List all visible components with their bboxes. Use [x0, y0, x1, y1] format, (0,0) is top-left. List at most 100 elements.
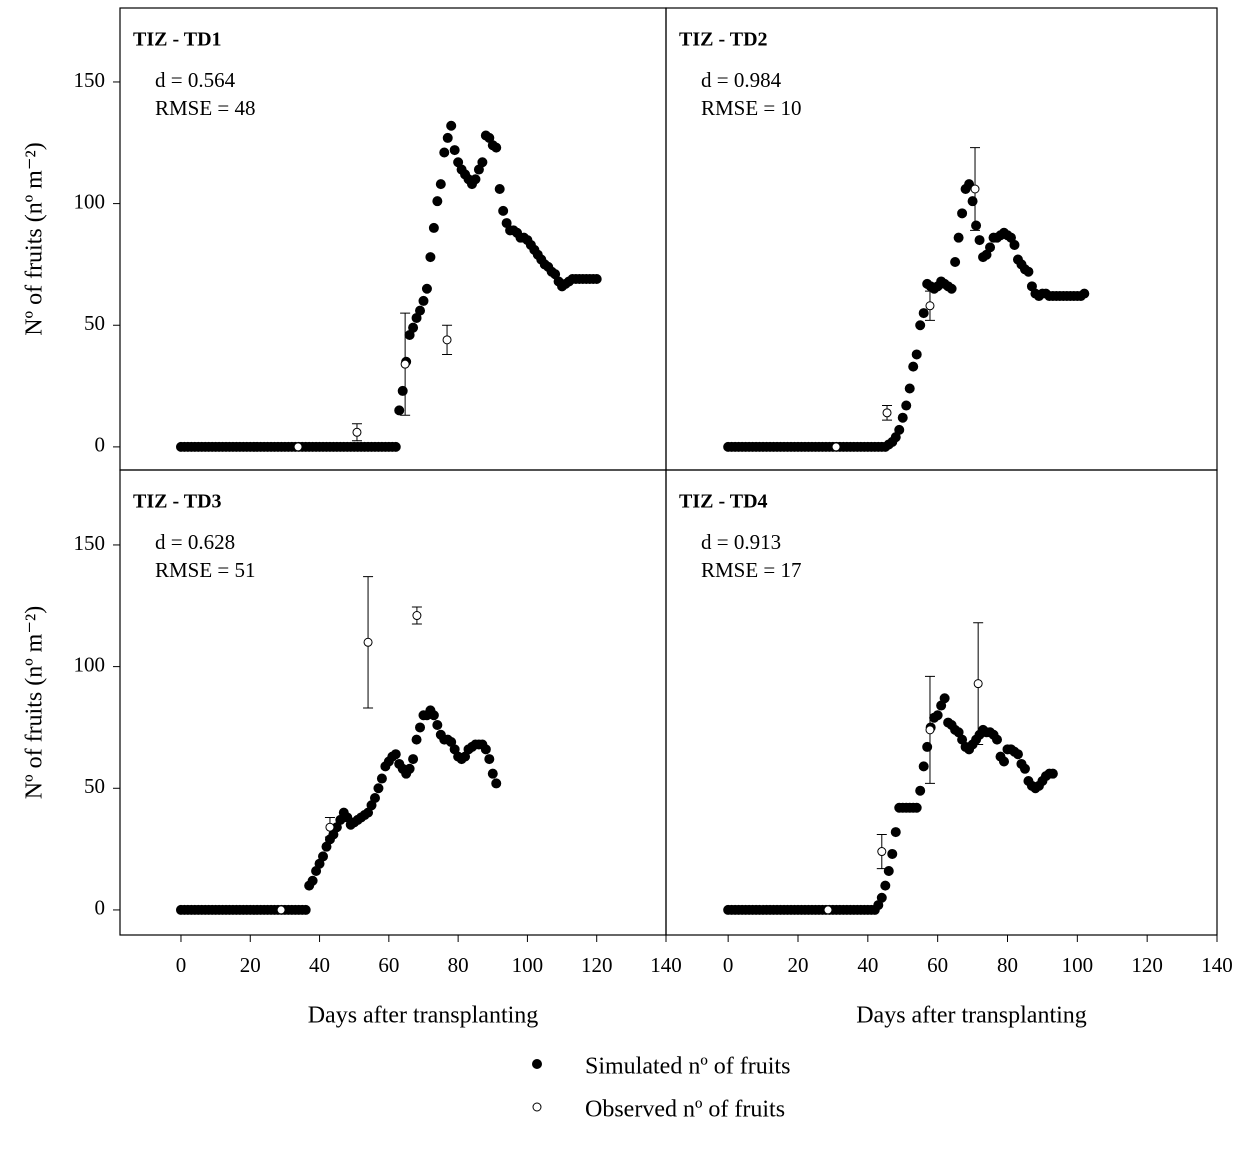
simulated-point: [425, 252, 436, 263]
legend-marker: [532, 1102, 542, 1112]
simulated-point: [911, 802, 922, 813]
simulated-point: [432, 196, 443, 207]
y-tick-label: 100: [74, 652, 106, 676]
simulated-point: [477, 157, 488, 168]
annotation: RMSE = 17: [701, 558, 802, 582]
simulated-point: [428, 710, 439, 721]
x-tick-label: 140: [650, 953, 682, 977]
simulated-point: [946, 283, 957, 294]
annotation: RMSE = 10: [701, 96, 802, 120]
simulated-point: [484, 754, 495, 765]
simulated-point: [985, 242, 996, 253]
simulated-point: [491, 778, 502, 789]
annotation: d = 0.913: [701, 530, 781, 554]
observed-point: [325, 822, 335, 832]
simulated-point: [591, 274, 602, 285]
observed-point: [831, 442, 841, 452]
simulated-point: [411, 734, 422, 745]
simulated-point: [908, 361, 919, 372]
simulated-point: [880, 880, 891, 891]
y-tick-label: 150: [74, 531, 106, 555]
panel-title: TIZ - TD1: [133, 29, 222, 51]
simulated-point: [442, 132, 453, 143]
simulated-point: [373, 783, 384, 794]
simulated-point: [408, 322, 419, 333]
simulated-point: [911, 349, 922, 360]
simulated-point: [449, 145, 460, 156]
simulated-point: [307, 875, 318, 886]
simulated-point: [999, 756, 1010, 767]
y-tick-label: 50: [84, 311, 105, 335]
observed-point: [973, 679, 983, 689]
simulated-point: [435, 179, 446, 190]
x-tick-label: 60: [927, 953, 948, 977]
annotation: RMSE = 48: [155, 96, 256, 120]
simulated-point: [918, 761, 929, 772]
simulated-point: [904, 383, 915, 394]
simulated-point: [890, 827, 901, 838]
simulated-point: [498, 205, 509, 216]
x-tick-label: 120: [1131, 953, 1163, 977]
y-axis-label: Nº of fruits (nº m⁻²): [22, 142, 48, 335]
simulated-point: [915, 785, 926, 796]
x-tick-label: 40: [309, 953, 330, 977]
simulated-point: [369, 793, 380, 804]
simulated-point: [439, 147, 450, 158]
simulated-point: [487, 768, 498, 779]
panel-title: TIZ - TD4: [679, 491, 768, 513]
annotation: RMSE = 51: [155, 558, 256, 582]
x-tick-label: 100: [1062, 953, 1094, 977]
x-tick-label: 40: [857, 953, 878, 977]
observed-point: [970, 184, 980, 194]
observed-point: [412, 611, 422, 621]
simulated-point: [964, 179, 975, 190]
simulated-point: [394, 405, 405, 416]
x-tick-label: 100: [512, 953, 544, 977]
x-tick-label: 60: [378, 953, 399, 977]
y-tick-label: 50: [84, 774, 105, 798]
simulated-point: [894, 424, 905, 435]
simulated-point: [494, 184, 505, 195]
annotation: d = 0.564: [155, 68, 236, 92]
simulated-point: [415, 305, 426, 316]
simulated-point: [957, 208, 968, 219]
x-tick-label: 140: [1201, 953, 1233, 977]
observed-point: [823, 905, 833, 915]
x-axis-label: Days after transplanting: [308, 1003, 539, 1029]
simulated-point: [446, 120, 457, 131]
legend-label: Simulated nº of fruits: [585, 1054, 790, 1080]
x-tick-label: 120: [581, 953, 613, 977]
simulated-point: [950, 256, 961, 267]
observed-point: [276, 905, 286, 915]
panel-title: TIZ - TD2: [679, 29, 768, 51]
simulated-point: [932, 710, 943, 721]
simulated-point: [1047, 768, 1058, 779]
simulated-point: [967, 196, 978, 207]
simulated-point: [408, 754, 419, 765]
x-tick-label: 80: [997, 953, 1018, 977]
y-tick-label: 150: [74, 68, 106, 92]
simulated-point: [922, 741, 933, 752]
simulated-point: [897, 412, 908, 423]
y-tick-label: 100: [74, 189, 106, 213]
simulated-point: [1012, 749, 1023, 760]
annotation: d = 0.628: [155, 530, 235, 554]
simulated-point: [300, 904, 311, 915]
y-axis-label: Nº of fruits (nº m⁻²): [22, 606, 48, 799]
observed-point: [925, 301, 935, 311]
simulated-point: [918, 308, 929, 319]
x-tick-label: 80: [448, 953, 469, 977]
simulated-point: [1023, 266, 1034, 277]
simulated-point: [1019, 763, 1030, 774]
simulated-point: [470, 174, 481, 185]
observed-point: [363, 637, 373, 647]
panel-frame: [665, 469, 1218, 936]
x-axis-label: Days after transplanting: [856, 1003, 1087, 1029]
panel-title: TIZ - TD3: [133, 491, 222, 513]
observed-point: [877, 847, 887, 857]
x-tick-label: 20: [787, 953, 808, 977]
x-tick-label: 0: [176, 953, 187, 977]
simulated-point: [883, 866, 894, 877]
